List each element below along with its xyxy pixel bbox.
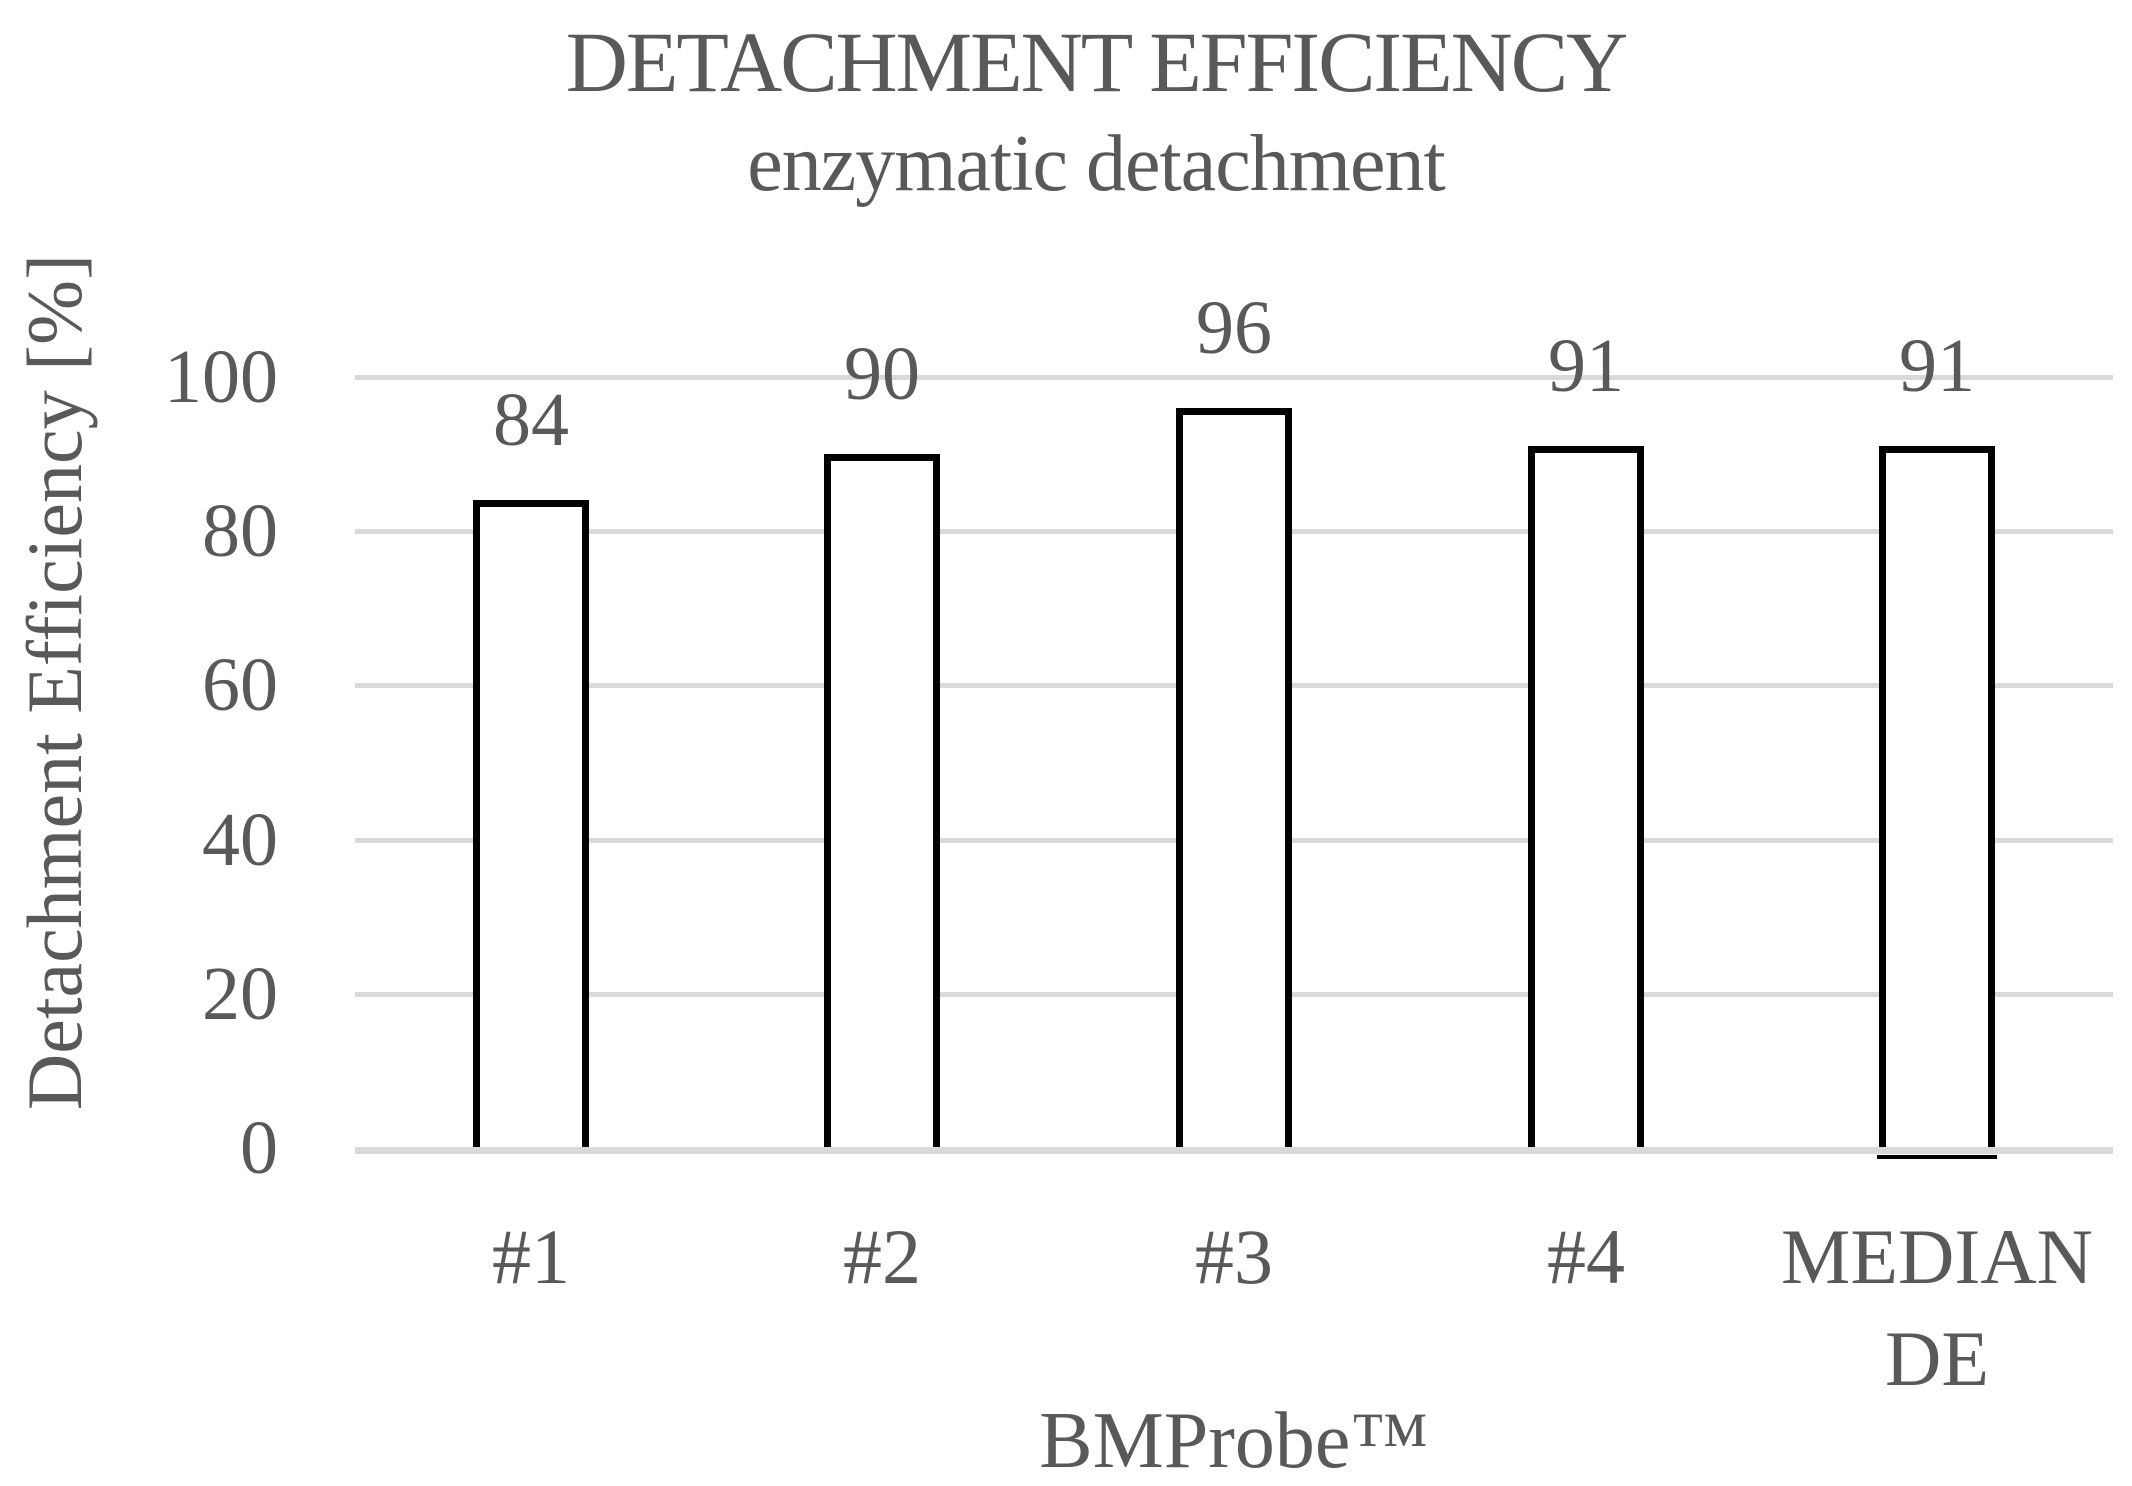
y-tick-label: 80 [202,489,278,573]
chart-title: DETACHMENT EFFICIENCY [565,14,1628,110]
x-category-label: #4 [1547,1213,1625,1300]
bar [824,454,940,1148]
bar-value-label: 91 [1548,324,1624,408]
bar [1176,408,1292,1148]
y-tick-label: 100 [164,335,278,419]
bar [473,500,589,1148]
bar-value-label: 91 [1899,324,1975,408]
x-category-label: #3 [1195,1213,1273,1300]
x-category-label: #2 [843,1213,921,1300]
y-tick-label: 60 [202,643,278,727]
bar-value-label: 90 [844,332,920,416]
y-tick-label: 40 [202,798,278,882]
bar-value-label: 84 [493,378,569,462]
y-tick-label: 20 [202,952,278,1036]
x-category-label: #1 [492,1213,570,1300]
x-category-label: MEDIAN DE [1781,1213,2093,1402]
chart-subtitle: enzymatic detachment [747,120,1445,208]
y-tick-label: 0 [240,1106,278,1190]
gridline [355,375,2113,380]
x-axis-line [355,1147,2113,1154]
median-bar-underline [1877,1155,1997,1159]
x-axis-title: BMProbe™ [1039,1397,1429,1485]
bar [1879,446,1995,1148]
bar-value-label: 96 [1196,286,1272,370]
bar [1528,446,1644,1148]
